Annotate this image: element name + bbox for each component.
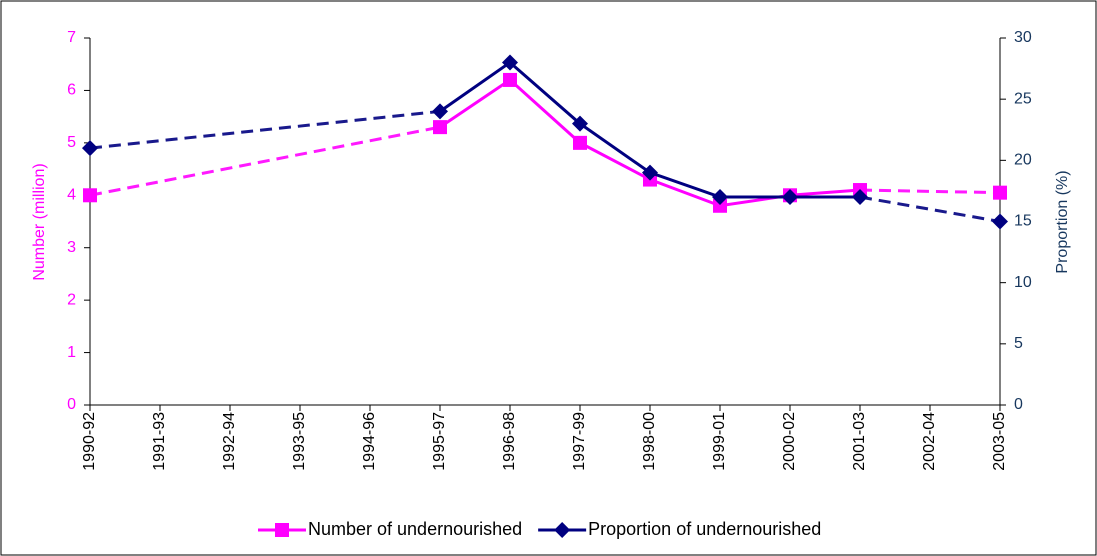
data-point xyxy=(83,188,97,203)
data-point xyxy=(82,140,98,157)
legend-label: Proportion of undernourished xyxy=(588,519,821,539)
x-tick-label: 1995-97 xyxy=(431,412,448,471)
y-tick-label: 5 xyxy=(67,134,76,151)
y-tick-label: 2 xyxy=(67,291,76,308)
gap-connector xyxy=(859,188,1001,195)
x-tick-label: 1997-99 xyxy=(571,412,588,471)
gap-connector xyxy=(89,109,441,150)
data-point xyxy=(572,115,588,132)
y-axis-label: Number (million) xyxy=(31,163,48,280)
x-tick-label: 2002-04 xyxy=(921,412,938,471)
x-tick-label: 1990-92 xyxy=(81,412,98,471)
y2-tick-label: 20 xyxy=(1014,152,1032,169)
y2-tick-label: 10 xyxy=(1014,274,1032,291)
legend-marker xyxy=(554,522,571,538)
y-tick-label: 7 xyxy=(67,29,76,46)
y2-axis-label: Proportion (%) xyxy=(1054,170,1071,273)
data-point xyxy=(782,189,798,206)
y-tick-label: 6 xyxy=(67,82,76,99)
data-point xyxy=(852,189,868,206)
data-point xyxy=(502,54,518,71)
data-point xyxy=(992,213,1008,230)
x-tick-label: 1992-94 xyxy=(221,412,238,471)
x-tick-label: 1998-00 xyxy=(641,412,658,471)
x-tick-label: 1996-98 xyxy=(501,412,518,471)
legend-label: Number of undernourished xyxy=(308,519,522,539)
x-tick-label: 1993-95 xyxy=(291,412,308,471)
y2-tick-label: 30 xyxy=(1014,29,1032,46)
x-tick-label: 1994-96 xyxy=(361,412,378,471)
y-tick-label: 3 xyxy=(67,239,76,256)
data-point xyxy=(712,189,728,206)
y2-tick-label: 15 xyxy=(1014,213,1032,230)
y2-tick-label: 0 xyxy=(1014,396,1023,413)
x-tick-label: 1999-01 xyxy=(711,412,728,471)
data-point xyxy=(432,103,448,120)
data-point xyxy=(642,164,658,181)
y-tick-label: 4 xyxy=(67,187,76,204)
y-tick-label: 1 xyxy=(67,344,76,361)
legend-marker xyxy=(275,523,289,537)
data-point xyxy=(993,185,1007,200)
x-tick-label: 1991-93 xyxy=(151,412,168,471)
x-tick-label: 2000-02 xyxy=(781,412,798,471)
data-point xyxy=(433,120,447,135)
x-tick-label: 2003-05 xyxy=(991,412,1008,471)
data-point xyxy=(503,72,517,87)
y2-tick-label: 25 xyxy=(1014,90,1032,107)
data-point xyxy=(713,198,727,213)
gap-connector xyxy=(859,195,1001,223)
y2-tick-label: 5 xyxy=(1014,335,1023,352)
data-point xyxy=(573,135,587,150)
y-tick-label: 0 xyxy=(67,396,76,413)
gap-connector xyxy=(89,125,441,197)
x-tick-label: 2001-03 xyxy=(851,412,868,471)
